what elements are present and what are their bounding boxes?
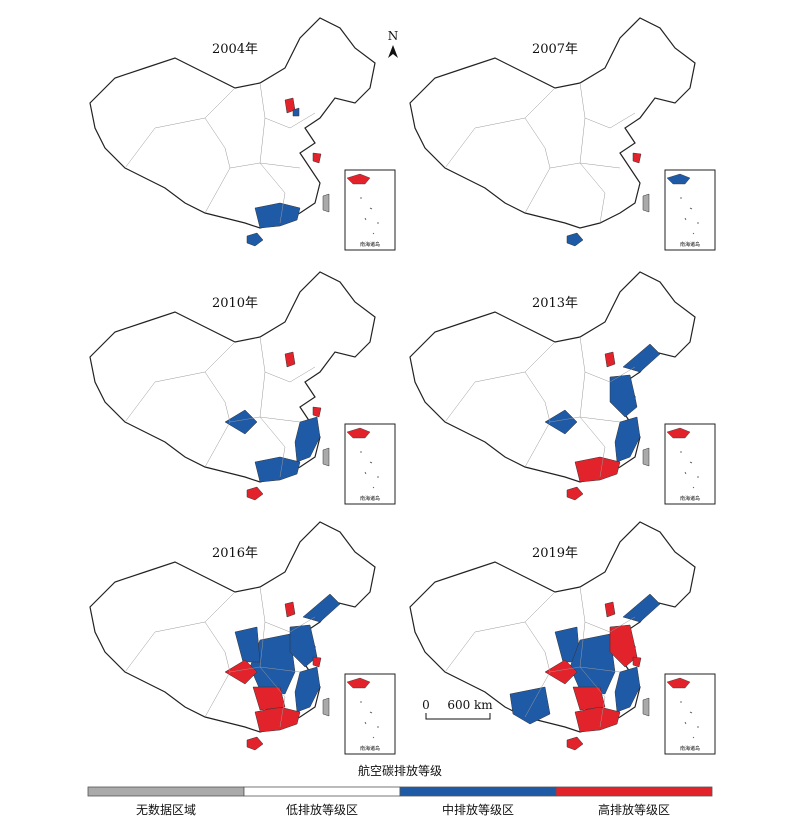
region [284, 351, 296, 368]
region [622, 593, 661, 623]
inset-frame [344, 673, 396, 755]
map-panel: 南海诸岛 2016年 [89, 521, 396, 755]
region [246, 486, 264, 501]
region [254, 202, 301, 229]
inset-islands [680, 451, 699, 489]
region [302, 593, 341, 623]
region [566, 486, 584, 501]
region [292, 107, 300, 117]
inset-islands [360, 701, 379, 739]
region [224, 659, 258, 685]
map-panel: 南海诸岛 2013年 [409, 271, 716, 505]
inset-label: 南海诸岛 [360, 495, 380, 502]
inset-islands [680, 701, 699, 739]
legend: 航空碳排放等级 无数据区域 低排放等级区 中排放等级区 高排放等级区 [87, 763, 713, 817]
inset-coast [346, 427, 371, 439]
legend-item: 无数据区域 [136, 802, 196, 817]
region [246, 736, 264, 751]
region [224, 409, 258, 435]
region [632, 656, 642, 668]
taiwan [322, 697, 330, 717]
panel-title: 2019年 [532, 546, 578, 561]
region [544, 659, 578, 685]
taiwan [322, 193, 330, 213]
north-label: N [388, 29, 399, 43]
inset-coast [346, 677, 371, 689]
inset-label: 南海诸岛 [680, 241, 700, 248]
region [574, 706, 621, 733]
inset-coast [666, 173, 691, 185]
region [614, 416, 641, 463]
inset-label: 南海诸岛 [360, 241, 380, 248]
region [289, 624, 318, 668]
taiwan [642, 447, 650, 467]
region [252, 686, 286, 711]
taiwan [642, 193, 650, 213]
region [604, 351, 616, 368]
legend-item: 高排放等级区 [598, 802, 670, 817]
region [294, 666, 321, 713]
region [609, 624, 638, 668]
inset-label: 南海诸岛 [680, 495, 700, 502]
inset-coast [346, 173, 371, 185]
taiwan [642, 697, 650, 717]
legend-item: 中排放等级区 [442, 802, 514, 817]
map-panel: 南海诸岛 2010年 [89, 271, 396, 505]
region [566, 736, 584, 751]
map-panel: 南海诸岛 2004年 [89, 17, 396, 251]
legend-item: 低排放等级区 [286, 802, 358, 817]
inset-frame [664, 169, 716, 251]
scale-bar: 0 600 km [422, 698, 493, 720]
panel-title: 2004年 [212, 42, 258, 57]
inset-label: 南海诸岛 [680, 745, 700, 752]
region [254, 456, 301, 483]
inset-coast [666, 677, 691, 689]
region [254, 706, 301, 733]
region [622, 343, 661, 373]
panel-title: 2007年 [532, 42, 578, 57]
region [246, 232, 264, 247]
region [544, 409, 578, 435]
region [566, 232, 584, 247]
region [312, 152, 322, 164]
taiwan [322, 447, 330, 467]
panel-title: 2010年 [212, 296, 258, 311]
inset-islands [680, 197, 699, 235]
inset-islands [360, 197, 379, 235]
region [604, 601, 616, 618]
scale-start: 0 [422, 698, 430, 712]
inset-coast [666, 427, 691, 439]
scale-end: 600 km [447, 698, 493, 712]
north-arrow: N [388, 29, 399, 58]
region [509, 686, 551, 725]
panel-title: 2016年 [212, 546, 258, 561]
region [312, 656, 322, 668]
region [614, 666, 641, 713]
region [294, 416, 321, 463]
region [572, 686, 606, 711]
panel-title: 2013年 [532, 296, 578, 311]
legend-title: 航空碳排放等级 [358, 763, 442, 778]
inset-islands [360, 451, 379, 489]
region [234, 626, 261, 663]
region [632, 152, 642, 164]
region [312, 406, 322, 418]
map-panel: 南海诸岛 2007年 [409, 17, 716, 251]
map-panel: 南海诸岛 2019年 [409, 521, 716, 755]
region [609, 374, 638, 418]
region [284, 601, 296, 618]
region [574, 456, 621, 483]
inset-label: 南海诸岛 [360, 745, 380, 752]
